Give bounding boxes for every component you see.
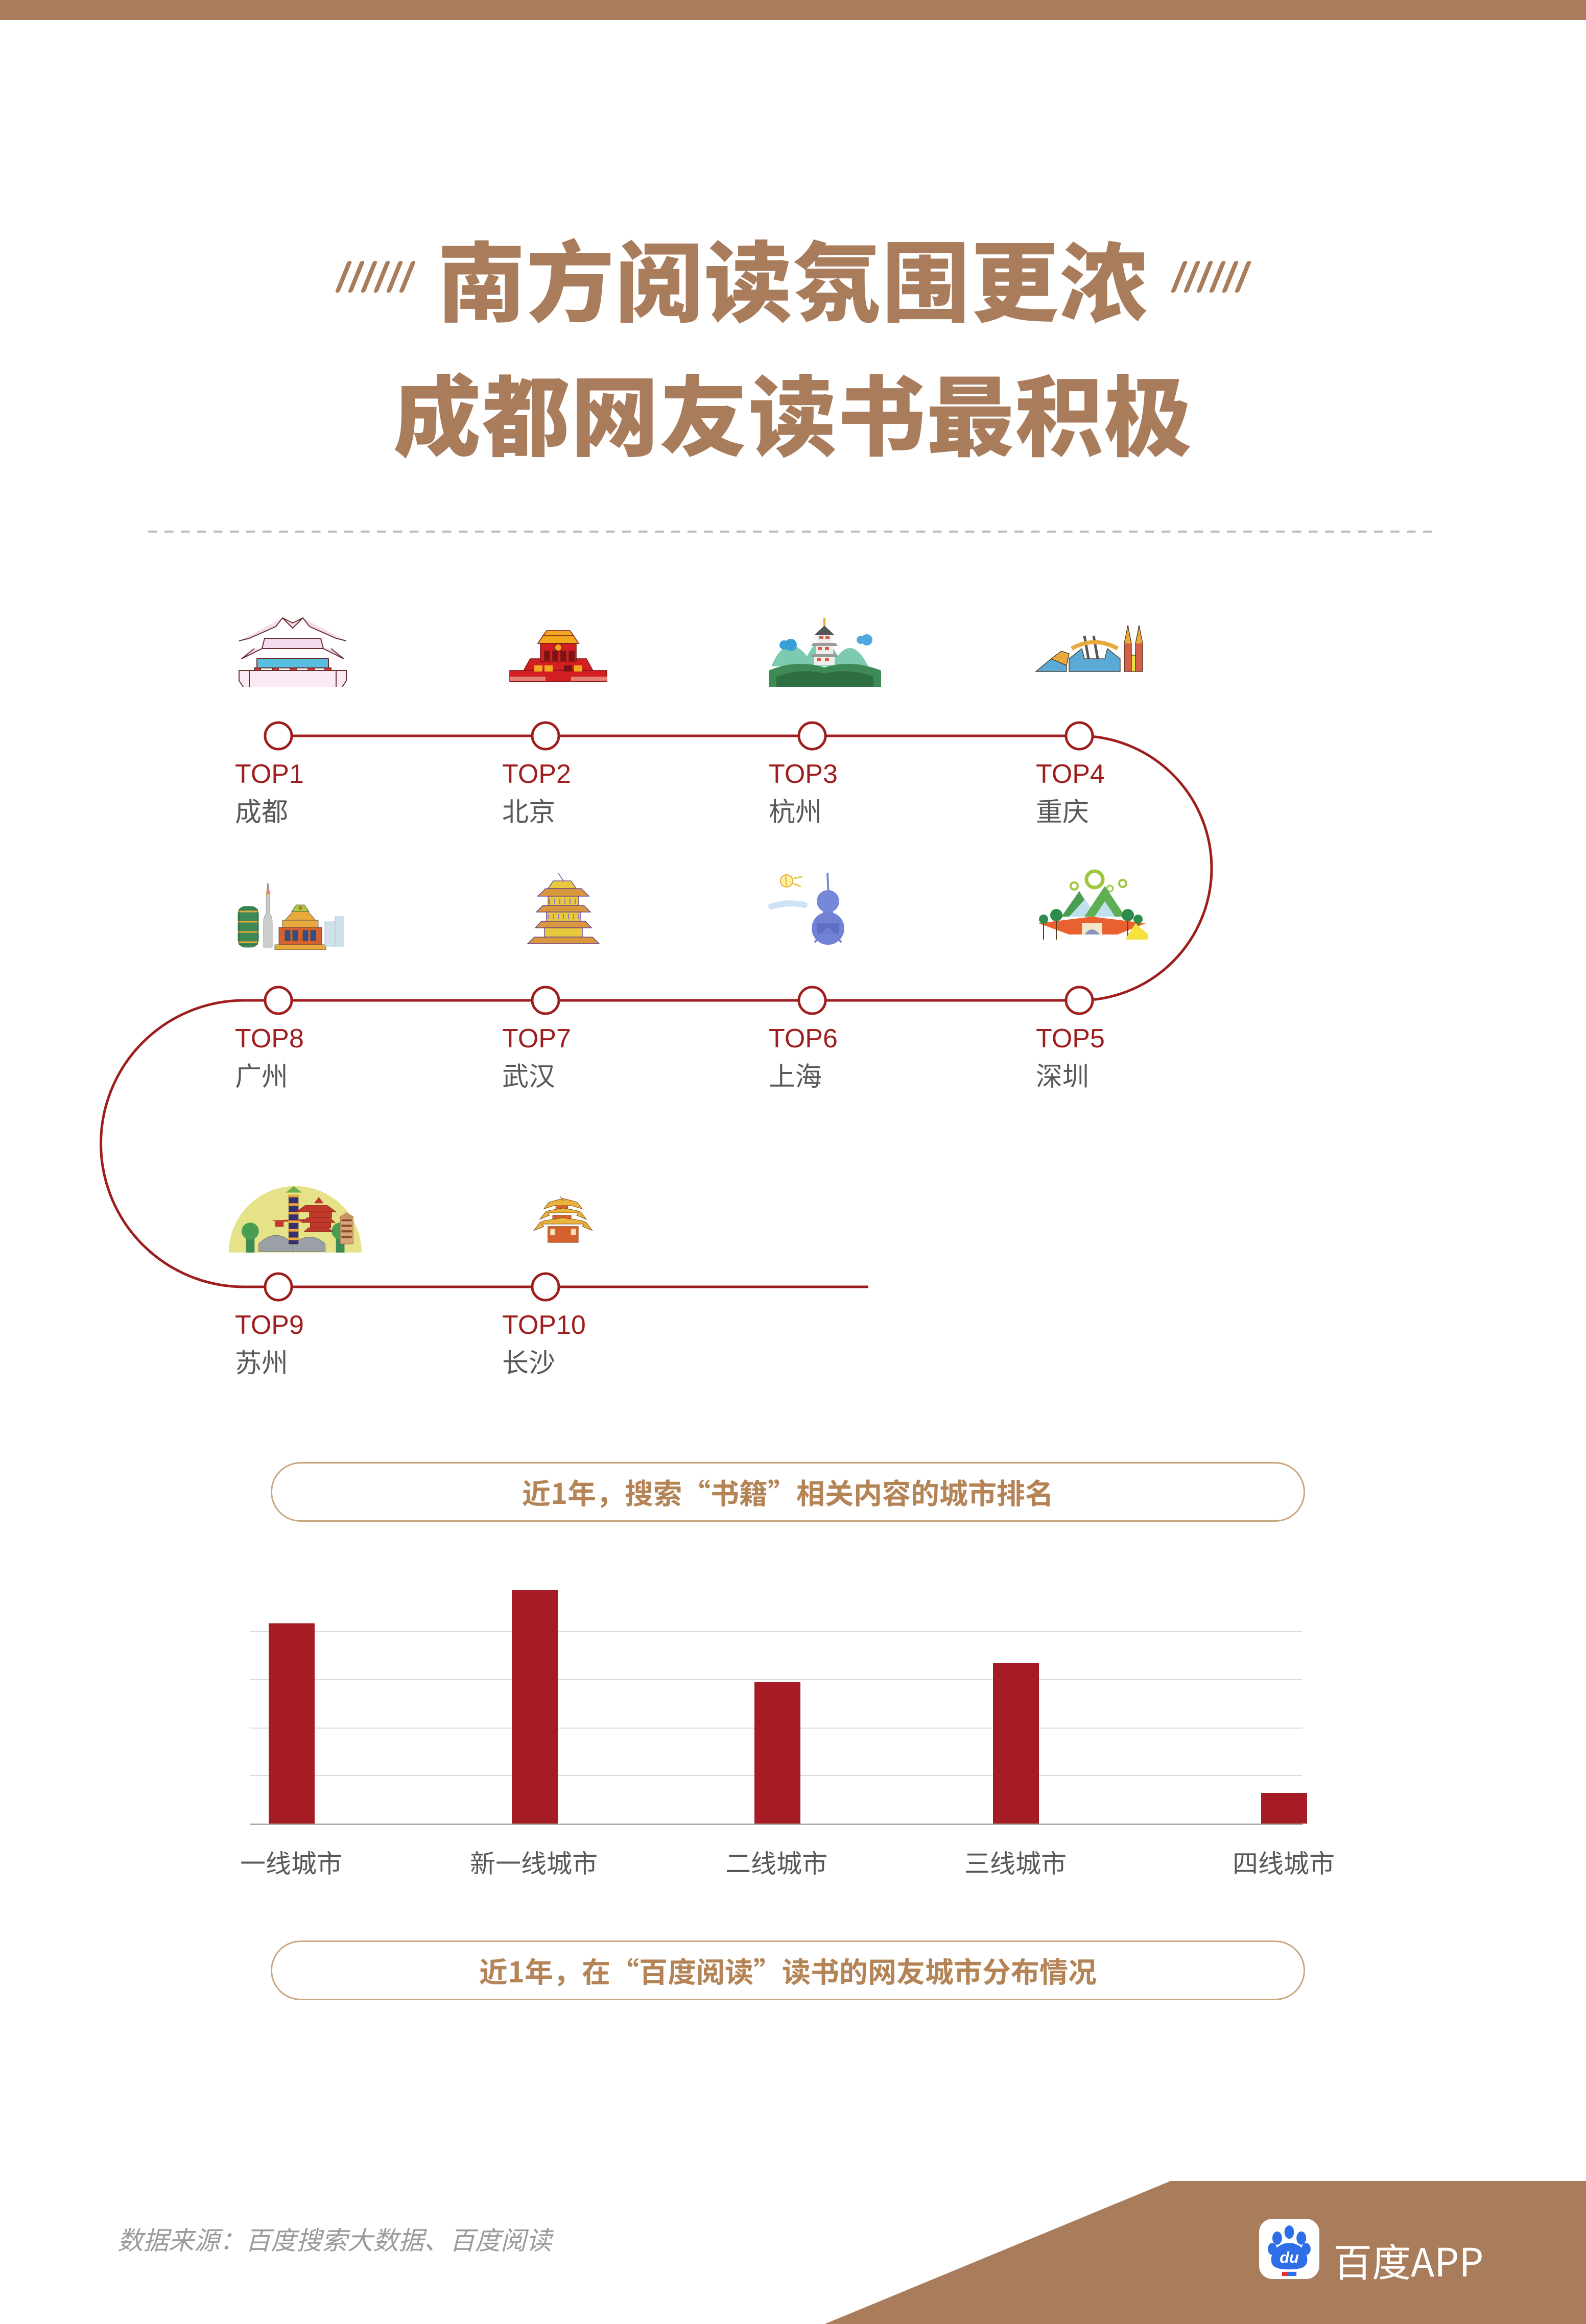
svg-text:du: du: [1280, 2249, 1299, 2266]
